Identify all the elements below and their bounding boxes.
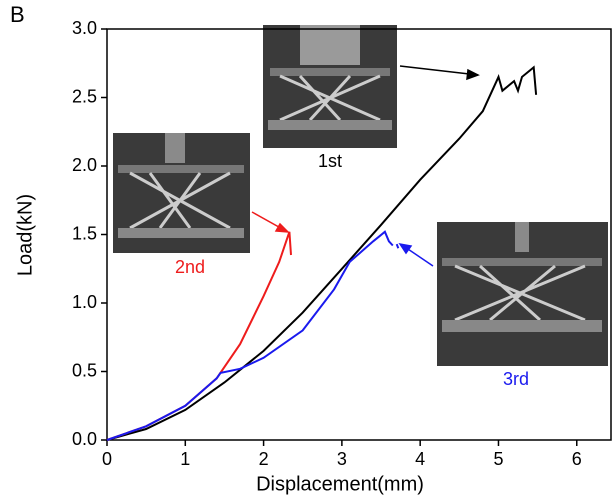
y-tick-label: 2.5 xyxy=(72,86,97,106)
series-label: 1st xyxy=(318,151,342,171)
x-axis-label: Displacement(mm) xyxy=(256,473,424,495)
arrows xyxy=(251,65,480,267)
y-tick-label: 0.0 xyxy=(72,429,97,449)
x-tick-label: 1 xyxy=(180,449,190,469)
x-tick-label: 0 xyxy=(102,449,112,469)
photo-2nd xyxy=(113,133,250,253)
panel-label: B xyxy=(10,2,25,27)
y-tick-label: 1.0 xyxy=(72,292,97,312)
series-label: 2nd xyxy=(175,257,205,277)
y-tick-label: 3.0 xyxy=(72,18,97,38)
x-tick-label: 2 xyxy=(259,449,269,469)
series-label: 3rd xyxy=(503,369,529,389)
y-tick-label: 0.5 xyxy=(72,360,97,380)
photo-1st xyxy=(263,25,397,148)
x-tick-label: 3 xyxy=(337,449,347,469)
y-axis-label: Load(kN) xyxy=(14,194,36,276)
x-tick-label: 4 xyxy=(415,449,425,469)
y-tick-label: 1.5 xyxy=(72,223,97,243)
series-line xyxy=(106,65,538,441)
y-tick-label: 2.0 xyxy=(72,155,97,175)
x-tick-label: 6 xyxy=(572,449,582,469)
series-line xyxy=(106,230,400,441)
photo-3rd xyxy=(437,222,608,366)
x-tick-label: 5 xyxy=(493,449,503,469)
